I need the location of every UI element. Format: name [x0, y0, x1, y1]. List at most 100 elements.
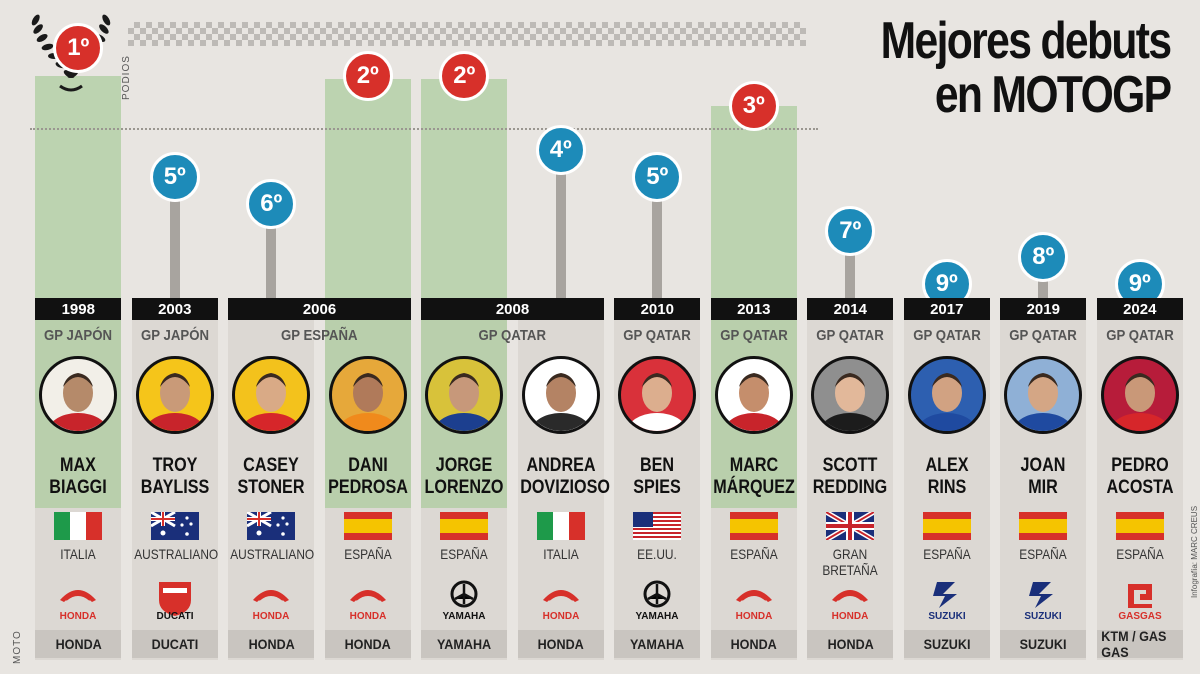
rider-first-name: CASEY [243, 455, 300, 476]
flag-es-icon [343, 512, 392, 540]
rider-last-name: BAYLISS [140, 477, 210, 498]
rider-first-name: MAX [60, 455, 97, 476]
moto-brand-label: HONDA [228, 630, 315, 658]
rider-portrait [46, 373, 110, 431]
svg-text:HONDA: HONDA [349, 611, 386, 622]
title-line-1: Mejores debuts [880, 12, 1171, 70]
moto-brand-text: HONDA [827, 636, 874, 652]
rider-portrait [818, 373, 882, 431]
gp-label: GP JAPÓN [44, 326, 113, 344]
svg-text:HONDA: HONDA [832, 611, 869, 622]
rider-name: CASEY STONER [230, 455, 312, 499]
yamaha-logo-icon: YAMAHA [443, 580, 486, 622]
rider-last-name: REDDING [813, 477, 888, 498]
rider-name: BEN SPIES [616, 455, 698, 499]
rider-portrait [529, 373, 593, 431]
flag-es-icon [440, 512, 489, 540]
moto-brand-text: HONDA [55, 636, 102, 652]
rider-portrait [432, 373, 496, 431]
year-label: 2003 [131, 298, 218, 320]
value-stem [652, 175, 663, 298]
flag-au-icon [247, 512, 296, 540]
rider-last-name: PEDROSA [327, 477, 408, 498]
rider-country: ESPAÑA [440, 546, 488, 562]
gasgas-logo-icon: GASGAS [1118, 584, 1162, 622]
rider-photo [521, 356, 600, 434]
moto-brand-text: SUZUKI [1019, 636, 1067, 652]
value-stem [845, 228, 856, 298]
moto-brand-text: DUCATI [151, 636, 199, 652]
rider-country: AUSTRALIANO [230, 546, 315, 562]
rider-first-name: ALEX [925, 455, 969, 476]
rider-photo [232, 356, 311, 434]
rider-last-name: STONER [237, 477, 305, 498]
gp-label: GP QATAR [1106, 326, 1174, 344]
position-badge: 6º [246, 178, 297, 229]
rider-name: JOAN MIR [1002, 455, 1084, 499]
rider-last-name: DOVIZIOSO [519, 477, 610, 498]
rider-last-name: SPIES [633, 477, 682, 498]
podium-threshold-line [30, 128, 818, 130]
rider-last-name: LORENZO [424, 477, 504, 498]
year-label: 2013 [710, 298, 797, 320]
moto-brand-text: YAMAHA [437, 636, 492, 652]
rider-first-name: MARC [729, 455, 778, 476]
rider-first-name: ANDREA [526, 455, 596, 476]
rider-country: ESPAÑA [730, 546, 778, 562]
moto-brand-text: HONDA [344, 636, 391, 652]
rider-name: ANDREA DOVIZIOSO [519, 455, 610, 499]
checkered-flag-strip [128, 22, 806, 46]
rider-last-name: BIAGGI [49, 477, 107, 498]
rider-photo [907, 356, 986, 434]
rider-country: ESPAÑA [923, 546, 971, 562]
rider-name: JORGE LORENZO [423, 455, 505, 499]
moto-brand-text: HONDA [730, 636, 777, 652]
rider-last-name: RINS [927, 477, 967, 498]
title-line-2: en MOTOGP [934, 66, 1171, 124]
flag-it-icon [536, 512, 585, 540]
rider-photo [811, 356, 890, 434]
rider-country: GRAN BRETAÑA [822, 546, 878, 578]
moto-brand-text: HONDA [248, 636, 295, 652]
rider-name: ALEX RINS [906, 455, 988, 499]
position-badge: 2º [342, 51, 393, 101]
rider-portrait [1108, 373, 1172, 431]
moto-brand-label: YAMAHA [421, 630, 508, 658]
rider-portrait [239, 373, 303, 431]
moto-brand-label: HONDA [324, 630, 411, 658]
moto-row-label: MOTO [12, 630, 23, 664]
gp-label: GP QATAR [1009, 326, 1077, 344]
svg-text:HONDA: HONDA [542, 611, 579, 622]
honda-logo-icon: HONDA [832, 590, 869, 622]
rider-portrait [1011, 373, 1075, 431]
rider-photo [1004, 356, 1083, 434]
rider-name: SCOTT REDDING [809, 455, 891, 499]
position-badge: 8º [1018, 232, 1069, 283]
flag-au-icon [150, 512, 199, 540]
gp-label: GP QATAR [478, 326, 547, 344]
svg-text:SUZUKI: SUZUKI [1025, 611, 1062, 622]
honda-logo-icon: HONDA [253, 590, 290, 622]
flag-us-icon [633, 512, 682, 540]
flag-es-icon [1115, 512, 1164, 540]
value-stem [555, 148, 566, 298]
rider-photo [714, 356, 793, 434]
flag-es-icon [922, 512, 971, 540]
svg-text:YAMAHA: YAMAHA [636, 611, 679, 622]
rider-photo [39, 356, 118, 434]
moto-brand-label: SUZUKI [1000, 630, 1087, 658]
rider-first-name: SCOTT [822, 455, 878, 476]
rider-photo [425, 356, 504, 434]
rider-portrait [143, 373, 207, 431]
position-badge: 7º [825, 205, 876, 256]
year-label: 2019 [1000, 298, 1087, 320]
position-badge: 3º [728, 81, 779, 131]
rider-first-name: TROY [152, 455, 198, 476]
moto-brand-label: HONDA [807, 630, 894, 658]
rider-name: PEDRO ACOSTA [1099, 455, 1181, 499]
honda-logo-icon: HONDA [60, 590, 97, 622]
gp-label: GP QATAR [623, 326, 691, 344]
rider-photo [1100, 356, 1179, 434]
honda-logo-icon: HONDA [349, 590, 386, 622]
position-badge: 1º [53, 23, 104, 73]
